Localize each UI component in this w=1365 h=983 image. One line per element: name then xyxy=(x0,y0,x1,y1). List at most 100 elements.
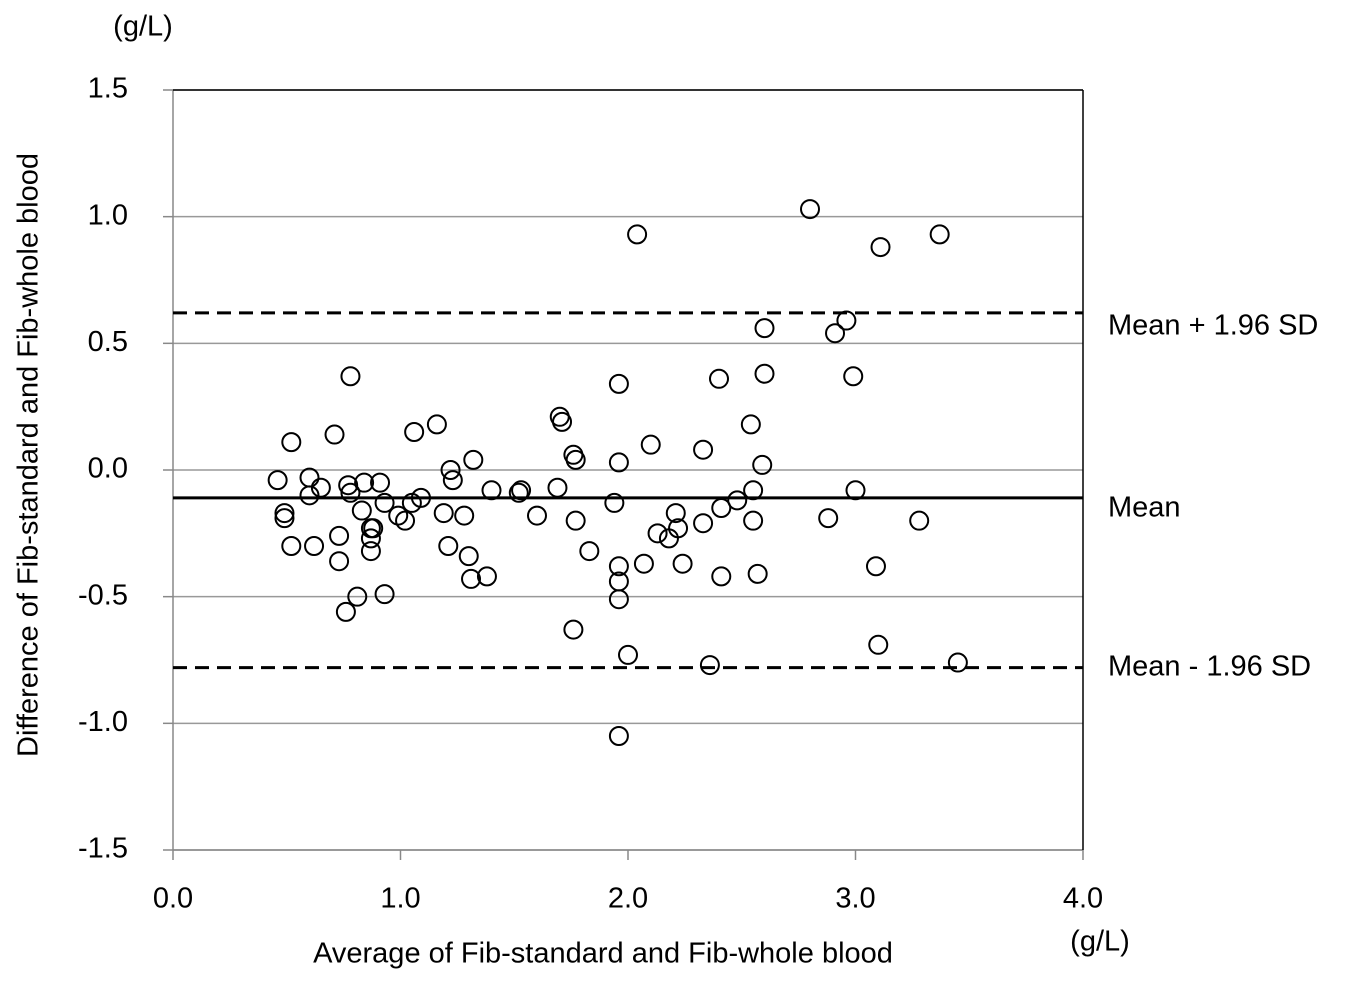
point xyxy=(711,566,732,587)
y-tick-label: -0.5 xyxy=(78,579,128,611)
x-axis-label: Average of Fib-standard and Fib-whole bl… xyxy=(313,938,893,970)
point xyxy=(442,470,463,491)
y-tick-label: 1.0 xyxy=(88,199,128,231)
point xyxy=(511,480,532,501)
point xyxy=(440,460,461,480)
point xyxy=(929,224,950,245)
reference-label: Mean + 1.96 SD xyxy=(1108,310,1318,342)
x-tick-label: 4.0 xyxy=(1063,883,1103,915)
point xyxy=(374,584,395,605)
point xyxy=(565,510,586,531)
point xyxy=(281,432,302,453)
point xyxy=(579,541,600,562)
point xyxy=(476,566,497,587)
point xyxy=(547,477,568,498)
point xyxy=(608,373,629,394)
point xyxy=(347,586,368,607)
point xyxy=(304,536,325,556)
point xyxy=(865,556,886,577)
y-tick-label: 1.5 xyxy=(88,73,128,105)
point xyxy=(699,655,720,676)
point xyxy=(668,518,689,539)
point xyxy=(618,644,638,665)
point xyxy=(693,439,714,460)
point xyxy=(274,508,295,529)
point xyxy=(740,414,761,435)
point xyxy=(370,472,391,493)
point xyxy=(818,508,839,529)
point xyxy=(608,589,629,610)
point xyxy=(711,498,732,518)
point xyxy=(360,528,381,549)
point xyxy=(338,475,359,496)
point xyxy=(868,634,889,655)
point xyxy=(461,568,482,589)
point xyxy=(458,546,479,567)
y-tick-label: -1.0 xyxy=(78,706,128,738)
point xyxy=(743,480,764,501)
point xyxy=(909,510,930,531)
point xyxy=(388,505,409,526)
y-tick-label: -1.5 xyxy=(78,833,128,865)
point xyxy=(329,525,350,546)
point xyxy=(665,503,686,524)
point xyxy=(608,571,629,592)
x-tick-label: 1.0 xyxy=(380,883,420,915)
point xyxy=(608,452,629,473)
point xyxy=(335,601,356,622)
point xyxy=(747,563,768,584)
point xyxy=(433,503,454,524)
point xyxy=(281,536,302,556)
x-unit: (g/L) xyxy=(1070,926,1130,958)
point xyxy=(563,619,584,640)
point xyxy=(627,224,648,245)
point xyxy=(324,424,345,445)
point xyxy=(752,454,773,475)
point xyxy=(727,490,748,511)
y-unit: (g/L) xyxy=(113,11,173,43)
point xyxy=(608,726,629,746)
point xyxy=(604,492,625,513)
point xyxy=(329,551,350,572)
x-tick-label: 2.0 xyxy=(608,883,648,915)
point xyxy=(454,505,475,526)
point xyxy=(845,480,866,501)
point xyxy=(754,363,775,384)
point xyxy=(481,480,502,501)
x-tick-label: 0.0 xyxy=(153,883,193,915)
point xyxy=(836,310,857,331)
point xyxy=(743,510,764,531)
y-tick-label: 0.5 xyxy=(88,326,128,358)
point xyxy=(299,467,320,488)
point xyxy=(754,318,775,339)
point xyxy=(527,505,547,526)
point xyxy=(947,652,968,673)
point xyxy=(426,414,447,435)
point xyxy=(647,523,668,544)
point xyxy=(633,553,654,574)
point xyxy=(374,492,395,513)
point xyxy=(825,323,846,344)
reference-label: Mean xyxy=(1108,492,1181,524)
point xyxy=(438,536,459,556)
y-axis-label: Difference of Fib-standard and Fib-whole… xyxy=(13,153,45,757)
point xyxy=(709,368,729,389)
point xyxy=(800,199,820,220)
point xyxy=(693,513,714,534)
y-tick-label: 0.0 xyxy=(88,453,128,485)
point xyxy=(565,449,586,470)
point xyxy=(351,500,372,521)
point xyxy=(404,422,425,442)
point xyxy=(267,470,288,491)
point xyxy=(395,510,416,531)
point xyxy=(552,411,573,432)
point xyxy=(640,434,661,455)
point xyxy=(360,541,381,562)
point xyxy=(363,518,384,539)
point xyxy=(508,482,529,503)
point xyxy=(340,482,361,503)
point xyxy=(299,485,320,506)
point xyxy=(354,472,375,493)
